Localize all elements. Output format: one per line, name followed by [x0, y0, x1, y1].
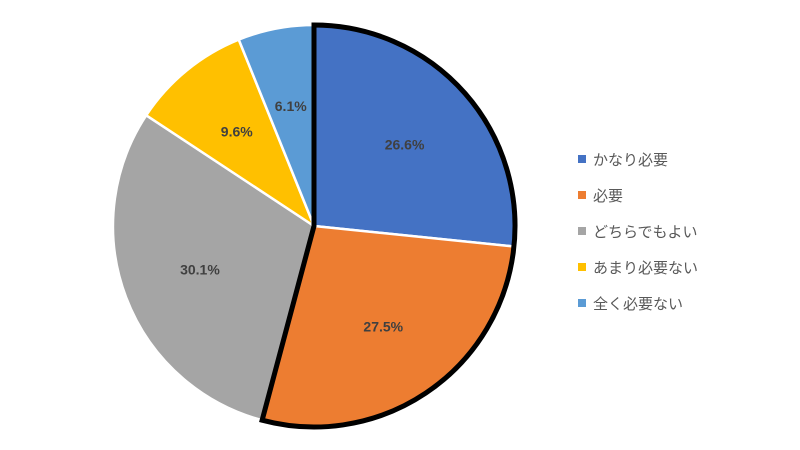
highlight-outline	[259, 22, 518, 430]
legend-swatch-icon	[578, 227, 586, 235]
legend-item-2: 必要	[578, 177, 698, 213]
legend-item-4: あまり必要ない	[578, 249, 698, 285]
legend-item-5: 全く必要ない	[578, 285, 698, 321]
legend-label: あまり必要ない	[593, 258, 699, 277]
legend-item-3: どちらでもよい	[578, 213, 698, 249]
data-label-3: 30.1%	[180, 261, 220, 277]
legend-label: 必要	[593, 186, 624, 205]
data-label-4: 9.6%	[221, 124, 253, 140]
legend-swatch-icon	[578, 155, 586, 163]
legend-label: 全く必要ない	[593, 294, 684, 313]
data-label-5: 6.1%	[275, 98, 307, 114]
legend-swatch-icon	[578, 191, 586, 199]
legend-label: どちらでもよい	[593, 222, 698, 241]
legend-swatch-icon	[578, 299, 586, 307]
pie-slice-3	[111, 114, 316, 422]
legend-label: かなり必要	[593, 150, 669, 169]
data-label-2: 27.5%	[363, 318, 403, 334]
legend-item-1: かなり必要	[578, 141, 698, 177]
legend-swatch-icon	[578, 263, 586, 271]
pie-slice-4	[144, 38, 316, 228]
data-label-1: 26.6%	[385, 136, 425, 152]
legend: かなり必要必要どちらでもよい あまり必要ない 全く必要ない	[578, 141, 698, 321]
